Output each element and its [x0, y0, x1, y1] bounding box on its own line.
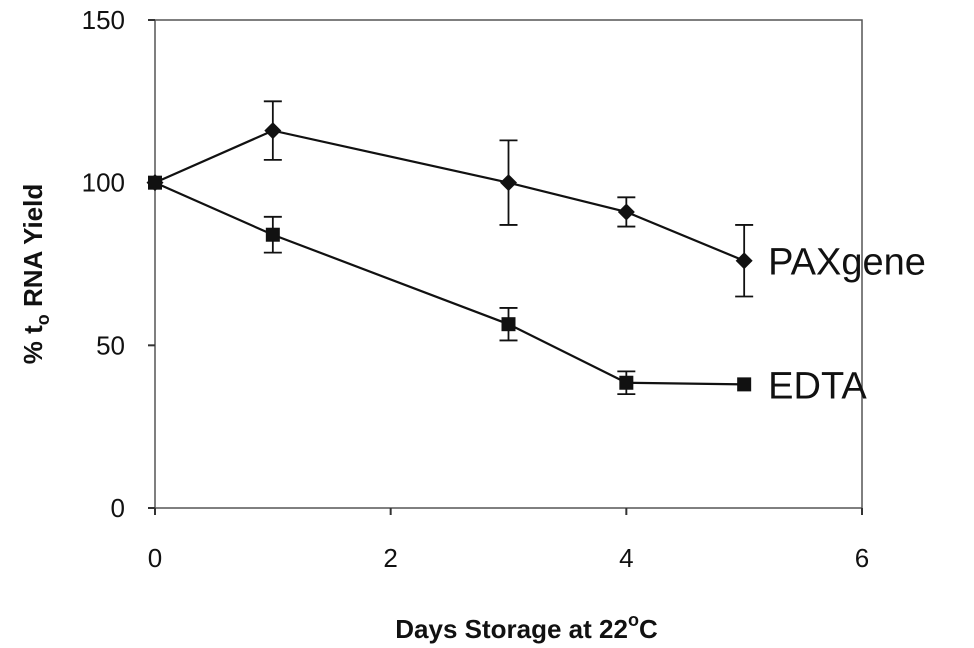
y-tick-label: 0: [111, 493, 125, 523]
data-point-diamond: [264, 122, 282, 140]
series-label-paxgene: PAXgene: [768, 242, 926, 284]
y-axis-title-main: % t: [18, 325, 48, 364]
data-point-square: [148, 175, 162, 190]
x-tick-label: 2: [383, 543, 397, 573]
series-line: [154, 129, 745, 262]
y-axis-title: % to RNA Yield: [18, 184, 53, 365]
data-point-diamond: [735, 252, 753, 270]
series-edta: [148, 175, 752, 396]
x-tick-label: 6: [855, 543, 869, 573]
series-line: [154, 181, 745, 386]
data-point-square: [619, 375, 634, 390]
plot-area-frame: [154, 19, 863, 509]
series-label-edta: EDTA: [768, 365, 867, 407]
data-point-diamond: [617, 203, 635, 221]
series-labels: PAXgene EDTA: [768, 242, 926, 408]
x-tick-label: 0: [148, 543, 162, 573]
x-axis-title-main: Days Storage at 22: [395, 614, 628, 644]
data-point-square: [737, 377, 752, 392]
y-axis-title-subscript: o: [33, 314, 53, 325]
x-axis-title-tail: C: [639, 614, 658, 644]
series-paxgene: [146, 100, 754, 298]
x-tick-label: 4: [619, 543, 633, 573]
series-layer: [146, 100, 754, 396]
data-point-diamond: [500, 174, 517, 192]
y-tick-label: 150: [82, 5, 125, 35]
y-tick-label: 50: [96, 330, 125, 360]
data-point-square: [265, 227, 280, 242]
x-axis: 0 2 4 6: [148, 508, 869, 573]
y-tick-label: 100: [82, 168, 125, 198]
y-axis: 0 50 100 150: [82, 5, 155, 523]
x-axis-title-superscript: o: [628, 610, 639, 630]
y-axis-title-tail: RNA Yield: [18, 184, 48, 315]
x-axis-title: Days Storage at 22oC: [395, 610, 658, 644]
data-point-square: [501, 317, 516, 332]
